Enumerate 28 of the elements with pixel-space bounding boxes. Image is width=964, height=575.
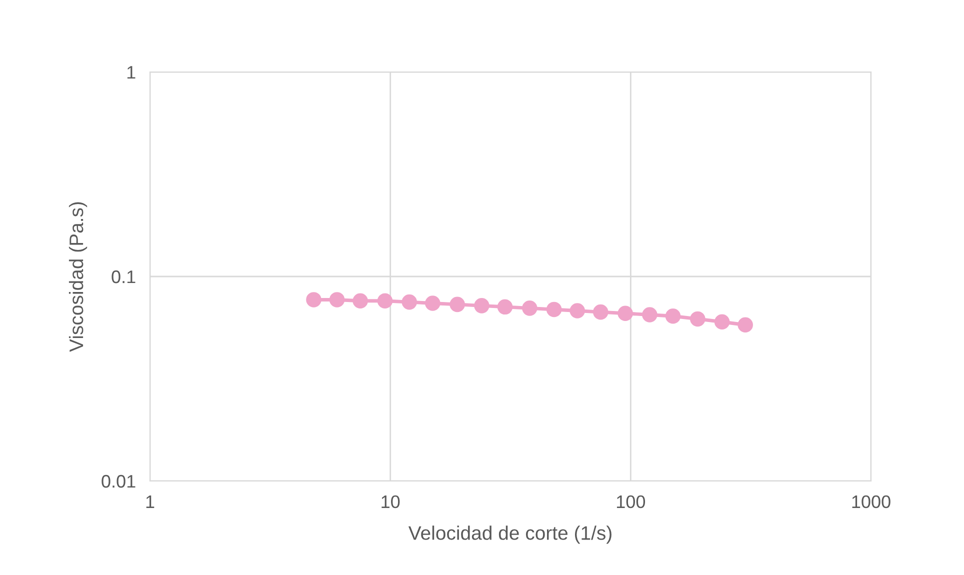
y-tick-label: 0.1	[112, 270, 136, 284]
point	[329, 292, 345, 308]
point	[546, 302, 562, 318]
x-tick-label: 1000	[852, 495, 890, 508]
point	[642, 307, 658, 322]
point	[665, 308, 681, 324]
point	[425, 296, 440, 311]
x-tick-label: 10	[382, 495, 400, 508]
point	[450, 296, 465, 312]
point	[474, 298, 490, 314]
point	[618, 306, 633, 322]
point	[738, 317, 753, 333]
point	[690, 311, 706, 327]
point	[714, 314, 730, 330]
point	[306, 292, 322, 308]
y-tick-label: 0.01	[102, 474, 136, 488]
point	[570, 303, 585, 318]
point	[497, 299, 513, 315]
y-axis-title: Viscosidad (Pa.s)	[68, 202, 88, 352]
x-tick-label: 1	[146, 496, 154, 508]
point	[522, 300, 538, 316]
x-tick-label: 100	[616, 495, 646, 508]
point	[352, 293, 368, 309]
x-axis-title: Velocidad de corte (1/s)	[408, 526, 612, 544]
point	[593, 304, 608, 320]
y-tick-label: 1	[127, 66, 136, 79]
point	[377, 293, 393, 309]
point	[402, 294, 418, 310]
